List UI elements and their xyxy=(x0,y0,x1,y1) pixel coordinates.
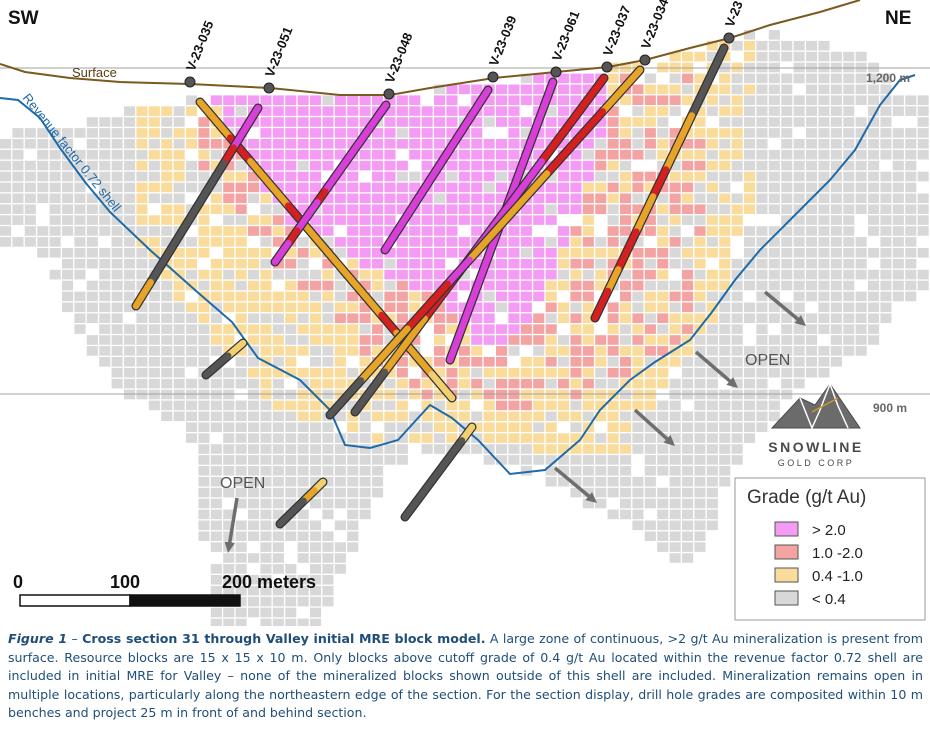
drill-hole-trace xyxy=(195,97,457,403)
open-label-east: OPEN xyxy=(745,352,790,369)
scale-bar: 0 100 200 meters xyxy=(13,572,316,607)
scale-bar-black xyxy=(129,594,241,607)
drill-hole-trace xyxy=(590,43,729,323)
logo-name: SNOWLINE xyxy=(768,439,863,455)
scale-label-200: 200 meters xyxy=(222,572,316,592)
open-arrow-head xyxy=(726,377,738,388)
drill-hole-trace xyxy=(270,100,391,267)
caption-body: A large zone of continuous, >2 g/t Au mi… xyxy=(8,631,923,720)
caption-dash: – xyxy=(67,631,83,646)
mountain-gold-line xyxy=(811,397,839,413)
collar-marker xyxy=(383,88,395,100)
block-model-grid xyxy=(0,30,929,626)
surface-line xyxy=(0,0,861,96)
open-arrow xyxy=(553,466,593,500)
open-arrow-head xyxy=(663,434,675,446)
caption-label: Figure 1 xyxy=(8,631,68,646)
open-arrow-head xyxy=(794,315,806,326)
collar-marker xyxy=(723,32,735,44)
legend-box xyxy=(734,477,926,621)
grade-legend: Grade (g/t Au) > 2.0 1.0 -2.0 0.4 -1.0 < 0.… xyxy=(734,477,926,621)
scale-label-0: 0 xyxy=(13,572,23,592)
drill-hole-trace xyxy=(201,338,248,380)
open-arrow-head xyxy=(585,492,597,503)
legend-swatch xyxy=(774,567,799,583)
open-arrow xyxy=(763,290,802,323)
logo-sub: GOLD CORP xyxy=(778,458,855,468)
scale-bar-white xyxy=(19,594,131,607)
drill-hole-trace xyxy=(380,85,493,255)
open-arrows xyxy=(224,290,806,553)
caption-title: Cross section 31 through Valley initial … xyxy=(82,631,486,646)
legend-swatch xyxy=(774,544,799,560)
open-arrow xyxy=(694,350,734,385)
elevation-label-1200: 1,200 m xyxy=(866,71,910,85)
open-arrow-head xyxy=(224,541,235,553)
collar-marker xyxy=(263,82,275,94)
open-label-west: OPEN xyxy=(220,475,265,492)
drill-hole-trace xyxy=(275,477,328,529)
legend-item-label: 0.4 -1.0 xyxy=(812,568,863,585)
company-logo: SNOWLINE GOLD CORP xyxy=(768,381,863,468)
scale-label-100: 100 xyxy=(110,572,140,592)
collar-marker xyxy=(487,71,499,83)
collar-marker xyxy=(184,76,196,88)
mountain-icon xyxy=(770,383,861,429)
legend-item-label: < 0.4 xyxy=(812,591,846,608)
legend-title: Grade (g/t Au) xyxy=(747,487,866,508)
cross-section-figure: V-23-035 V-23-051 V-23-048 V-23-039 V-23-061… xyxy=(0,0,930,626)
collar-marker xyxy=(601,61,613,73)
drill-hole-trace xyxy=(325,65,645,420)
collar-marker xyxy=(550,66,562,78)
legend-swatch xyxy=(774,521,799,537)
legend-item-label: 1.0 -2.0 xyxy=(812,545,863,562)
surface-label: Surface xyxy=(72,65,117,80)
open-arrow xyxy=(633,408,671,443)
figure-caption: Figure 1 – Cross section 31 through Vall… xyxy=(8,630,923,723)
legend-swatch xyxy=(774,590,799,606)
collar-marker xyxy=(639,54,651,66)
corner-sw: SW xyxy=(8,8,39,29)
drill-hole-trace xyxy=(400,422,477,522)
drill-hole-trace xyxy=(131,103,263,311)
revenue-factor-shell-line xyxy=(0,74,916,476)
elevation-label-900: 900 m xyxy=(873,401,907,415)
open-arrow xyxy=(227,497,239,547)
corner-ne: NE xyxy=(885,8,911,29)
mountain-snow-icon xyxy=(799,381,849,430)
legend-item-label: > 2.0 xyxy=(812,522,846,539)
